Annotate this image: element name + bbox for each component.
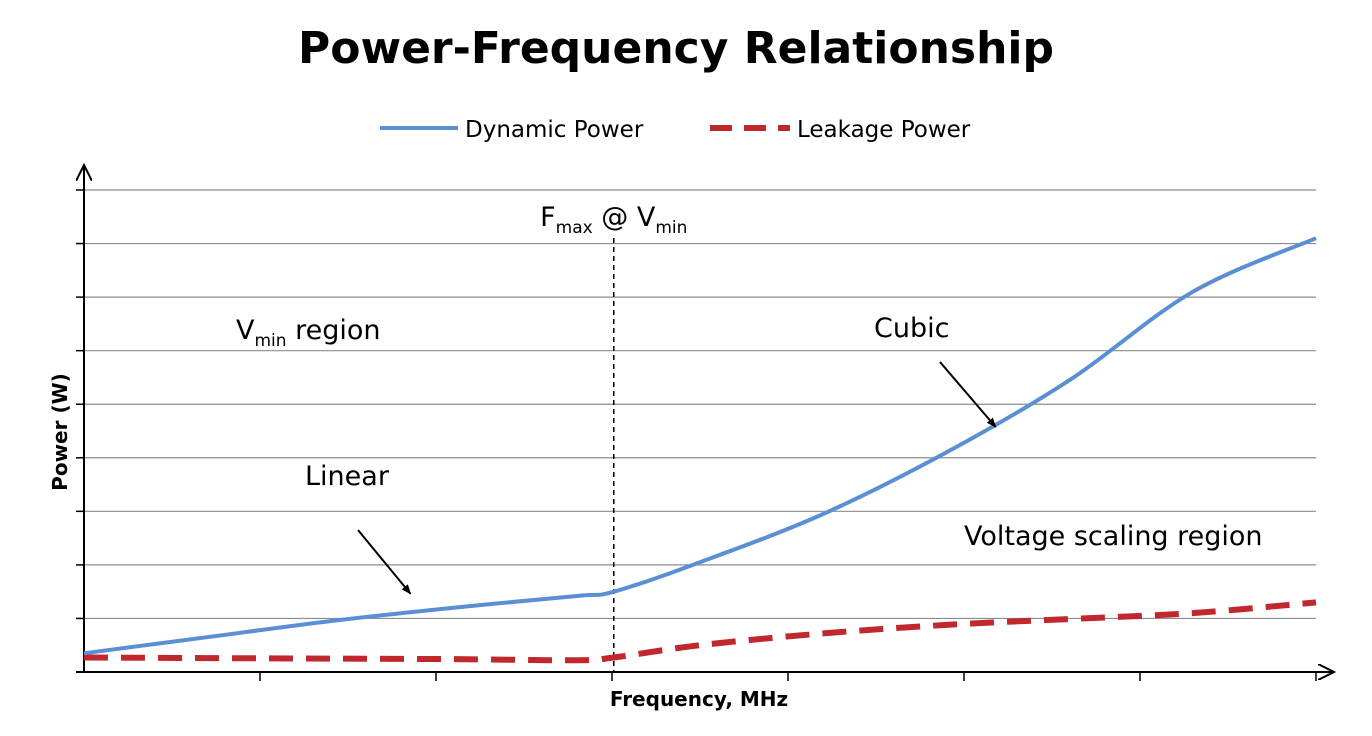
legend-label-leakage-power: Leakage Power xyxy=(797,117,971,143)
linear-label: Linear xyxy=(305,461,390,492)
y-axis-label: Power (W) xyxy=(48,373,72,491)
fmax-at-vmin-label: Fmax @ Vmin xyxy=(540,202,687,238)
series-line-leakage-power xyxy=(83,599,1317,664)
x-axis-label: Frequency, MHz xyxy=(610,687,788,711)
voltage-scaling-region-label: Voltage scaling region xyxy=(964,521,1263,552)
linear-arrow xyxy=(357,529,412,595)
gridlines xyxy=(76,189,1316,620)
chart-title: Power-Frequency Relationship xyxy=(298,23,1054,74)
x-axis-ticks xyxy=(259,672,1317,681)
cubic-arrow xyxy=(939,361,997,428)
vmin-region-label: Vmin region xyxy=(236,315,381,351)
legend-label-dynamic-power: Dynamic Power xyxy=(465,117,644,143)
series-layer xyxy=(83,236,1317,664)
cubic-label: Cubic xyxy=(874,313,949,344)
legend: Dynamic Power Leakage Power xyxy=(380,117,971,143)
series-line-dynamic-power xyxy=(83,236,1317,656)
